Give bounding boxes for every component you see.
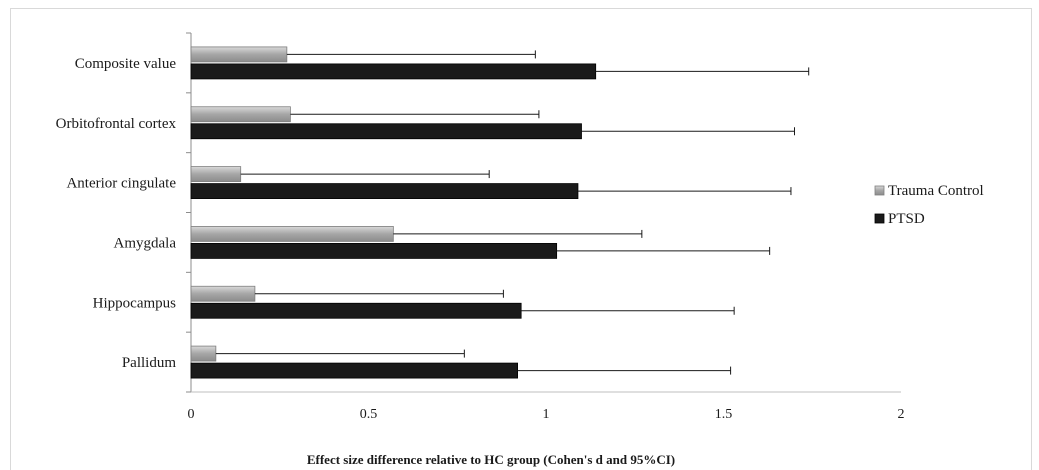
- bar-ptsd-orbitofrontal-cortex: [190, 123, 582, 140]
- bar-trauma-control-orbitofrontal-cortex: [190, 106, 291, 123]
- bar-trauma-control-pallidum: [190, 345, 217, 362]
- bar-trauma-control-composite-value: [190, 46, 288, 63]
- chart-frame: [10, 8, 1032, 470]
- bar-ptsd-anterior-cingulate: [190, 183, 579, 199]
- legend-label-trauma-control: Trauma Control: [888, 183, 984, 199]
- category-label: Anterior cingulate: [66, 176, 176, 192]
- bar-ptsd-pallidum: [190, 362, 519, 379]
- x-tick-label: 0: [188, 407, 195, 422]
- x-tick-label: 2: [898, 407, 905, 422]
- bar-ptsd-composite-value: [190, 63, 597, 80]
- x-tick-label: 1.5: [715, 407, 733, 422]
- x-tick-label: 0.5: [360, 407, 378, 422]
- category-label: Orbitofrontal cortex: [56, 116, 177, 132]
- bar-ptsd-hippocampus: [190, 302, 522, 319]
- x-axis-title: Effect size difference relative to HC gr…: [307, 452, 675, 467]
- x-tick-label: 1: [543, 407, 550, 422]
- legend-swatch-ptsd: [874, 213, 885, 224]
- legend-label-ptsd: PTSD: [888, 211, 925, 227]
- bar-trauma-control-anterior-cingulate: [190, 166, 242, 182]
- category-label: Pallidum: [122, 355, 177, 371]
- bar-ptsd-amygdala: [190, 243, 558, 259]
- legend-swatch-trauma-control: [874, 185, 885, 196]
- bar-trauma-control-hippocampus: [190, 285, 256, 302]
- bar-trauma-control-amygdala: [190, 226, 394, 242]
- category-label: Amygdala: [114, 235, 177, 251]
- category-label: Hippocampus: [93, 295, 176, 311]
- category-label: Composite value: [75, 56, 177, 72]
